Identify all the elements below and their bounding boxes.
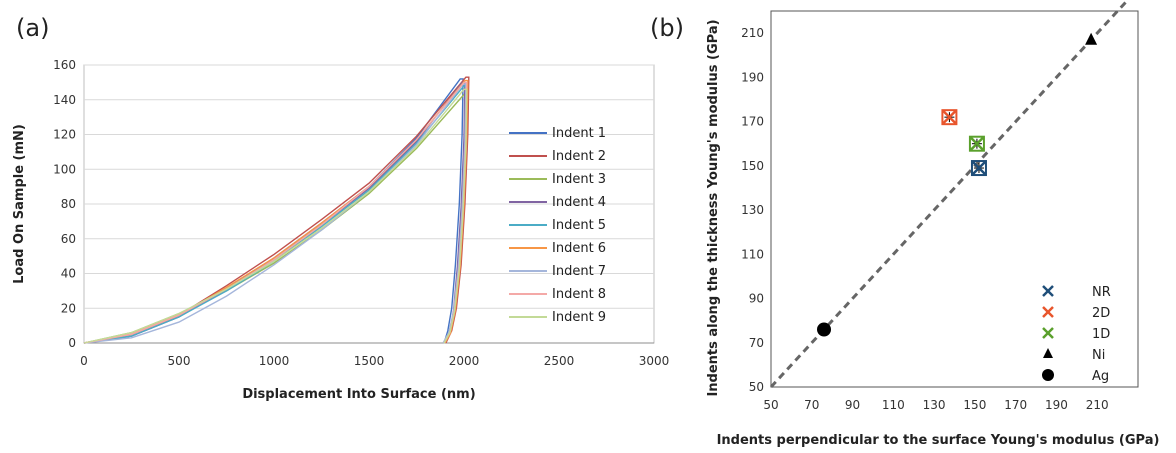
panel-a-y-tick-label: 160: [53, 58, 76, 72]
legend-label: Indent 8: [552, 287, 606, 302]
panel-b-y-tick-label: 190: [741, 70, 764, 84]
panel-a-x-tick-label: 2000: [449, 354, 480, 368]
legend-marker-2d: [1042, 306, 1054, 318]
panel-b-x-axis-label: Indents perpendicular to the surface You…: [717, 433, 1160, 448]
legend-label: Ag: [1092, 369, 1109, 384]
panel-a-x-tick-label: 2500: [544, 354, 575, 368]
panel-a-y-tick-label: 80: [61, 197, 76, 211]
panel-b-y-tick-label: 110: [741, 247, 764, 261]
legend-label: Indent 1: [552, 126, 606, 141]
panel-a-y-tick-label: 140: [53, 93, 76, 107]
panel-a-x-ticks: 0 500 1000 1500 2000 2500 3000: [80, 354, 669, 368]
panel-b-x-tick-label: 110: [882, 398, 905, 412]
panel-b-x-tick-label: 150: [963, 398, 986, 412]
data-point-2d: [941, 109, 958, 126]
panel-a-y-tick-label: 60: [61, 232, 76, 246]
legend-label: 1D: [1092, 327, 1110, 342]
panel-b-x-tick-label: 90: [845, 398, 860, 412]
panel-b-y-tick-label: 90: [749, 292, 764, 306]
panel-a-y-axis-label: Load On Sample (mN): [12, 124, 27, 284]
panel-b-y-tick-label: 130: [741, 203, 764, 217]
panel-a-chart: (a) 0 500 1000 1500 2000 2500 3000 0 20 40 60 80 10…: [12, 14, 669, 402]
panel-a-x-tick-label: 1000: [259, 354, 290, 368]
panel-b-y-ticks: 50 70 90 110 130 150 170 190 210: [741, 26, 764, 394]
legend-label: Indent 5: [552, 218, 606, 233]
panel-b-x-tick-label: 70: [804, 398, 819, 412]
panel-b-x-tick-label: 210: [1086, 398, 1109, 412]
panel-a-y-tick-label: 100: [53, 162, 76, 176]
legend-label: Indent 7: [552, 264, 606, 279]
legend-label: Indent 2: [552, 149, 606, 164]
panel-b-plot-area: [770, 10, 1139, 388]
legend-marker-ag: [1042, 369, 1054, 381]
panel-a-y-ticks: 0 20 40 60 80 100 120 140 160: [53, 58, 76, 350]
legend-label: Indent 6: [552, 241, 606, 256]
indent-curve: [83, 83, 467, 344]
data-point-1d: [968, 135, 985, 152]
indent-curve: [83, 88, 468, 344]
panel-b-label: (b): [650, 14, 684, 42]
panel-a-x-tick-label: 1500: [354, 354, 385, 368]
panel-a-y-tick-label: 20: [61, 301, 76, 315]
legend-marker-nr: [1042, 285, 1054, 297]
panel-b-x-tick-label: 50: [763, 398, 778, 412]
legend-label: Indent 4: [552, 195, 606, 210]
panel-b-x-tick-label: 130: [923, 398, 946, 412]
panel-a-y-tick-label: 0: [68, 336, 76, 350]
panel-a-curves: [83, 76, 470, 344]
panel-b-y-tick-label: 170: [741, 115, 764, 129]
data-point-ag: [817, 322, 832, 337]
panel-b-y-axis-label: Indents along the thickness Young's modu…: [706, 19, 721, 396]
panel-b-y-tick-label: 210: [741, 26, 764, 40]
panel-b-y-tick-label: 50: [749, 380, 764, 394]
legend-label: Indent 3: [552, 172, 606, 187]
panel-a-x-tick-label: 3000: [639, 354, 670, 368]
panel-b-y-tick-label: 70: [749, 336, 764, 350]
panel-b-x-tick-label: 170: [1004, 398, 1027, 412]
legend-label: NR: [1092, 285, 1111, 300]
legend-marker-1d: [1042, 327, 1054, 339]
panel-a-x-tick-label: 500: [168, 354, 191, 368]
panel-b-legend: NR 2D 1D Ni Ag: [1042, 285, 1111, 384]
panel-b-x-tick-label: 190: [1045, 398, 1068, 412]
data-point-ni: [1085, 32, 1098, 45]
legend-label: 2D: [1092, 306, 1110, 321]
legend-label: Indent 9: [552, 310, 606, 325]
panel-a-x-axis-label: Displacement Into Surface (nm): [242, 387, 475, 402]
panel-a-y-tick-label: 40: [61, 267, 76, 281]
panel-a-x-tick-label: 0: [80, 354, 88, 368]
panel-b-y-tick-label: 150: [741, 159, 764, 173]
indent-curve: [83, 76, 470, 344]
data-point-nr: [970, 160, 987, 177]
panel-a-y-tick-label: 120: [53, 128, 76, 142]
panel-b-reference-line: [769, 0, 1130, 389]
panel-b-chart: (b) 50 70 90 110 130 150 170 190 210 50 70 90 110 13…: [650, 0, 1159, 448]
panel-b-x-ticks: 50 70 90 110 130 150 170 190 210: [763, 398, 1108, 412]
legend-label: Ni: [1092, 348, 1105, 363]
panel-a-label: (a): [16, 14, 49, 42]
identity-line: [769, 0, 1130, 389]
panel-a-gridlines: [84, 64, 654, 344]
panel-b-points: [817, 32, 1098, 337]
panel-a-legend: Indent 1 Indent 2 Indent 3 Indent 4 Indent 5…: [509, 126, 606, 325]
legend-marker-ni: [1043, 348, 1053, 358]
